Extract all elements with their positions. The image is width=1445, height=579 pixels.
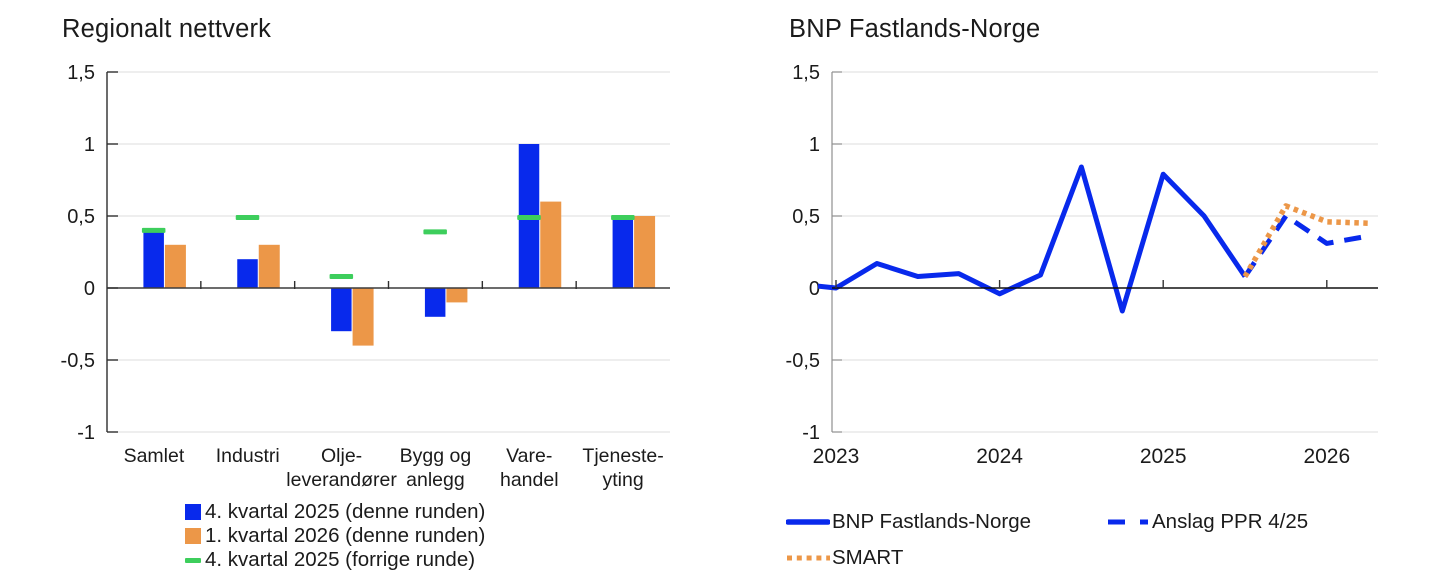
previous-round-marker (141, 227, 166, 233)
y-tick-label: 1 (809, 134, 820, 156)
orange-square-swatch (185, 528, 201, 544)
x-year-label: 2023 (813, 445, 860, 468)
legend-label: Anslag PPR 4/25 (1152, 510, 1309, 533)
previous-round-marker (611, 214, 635, 220)
bar-q4-2025-current-round (237, 259, 258, 288)
legend-item-bnp-fastlands-norge: BNP Fastlands-Norge (786, 508, 1031, 536)
x-category-label: anlegg (406, 469, 465, 491)
x-category-label: Samlet (124, 445, 185, 467)
legend-item-anslag-ppr: Anslag PPR 4/25 (1106, 508, 1308, 536)
x-category-label: Vare- (506, 445, 552, 467)
legend-label: 4. kvartal 2025 (forrige runde) (205, 548, 476, 571)
bar-q1-2026-current-round (634, 216, 656, 288)
left-chart-title: Regionalt nettverk (62, 15, 272, 43)
x-category-label: Industri (216, 445, 280, 467)
x-category-label: handel (500, 469, 559, 491)
legend-label: 1. kvartal 2026 (denne runden) (205, 524, 486, 547)
y-tick-label: 0,5 (67, 206, 95, 228)
x-year-label: 2024 (976, 445, 1023, 468)
bar-q4-2025-current-round (143, 231, 164, 288)
previous-round-marker (329, 273, 354, 279)
bar-q1-2026-current-round (352, 288, 374, 346)
dotted-line-swatch (787, 555, 830, 561)
y-tick-label: 1,5 (792, 62, 820, 84)
legend-label: SMART (832, 546, 904, 569)
y-tick-label: 0 (809, 278, 820, 300)
y-tick-label: -0,5 (61, 350, 95, 372)
previous-round-marker (517, 214, 541, 220)
line-series-solid (818, 164, 1248, 314)
bar-q1-2026-current-round (540, 201, 562, 288)
legend-item-q1-2026-this-round: 1. kvartal 2026 (denne runden) (185, 524, 485, 548)
x-category-label: yting (602, 469, 643, 491)
legend-item-q4-2025-this-round: 4. kvartal 2025 (denne runden) (185, 500, 485, 524)
bar-q1-2026-current-round (446, 288, 468, 303)
legend-item-smart: SMART (786, 544, 903, 572)
solid-line-swatch (786, 519, 830, 525)
bar-q4-2025-current-round (612, 216, 634, 288)
bar-q4-2025-current-round (331, 288, 352, 332)
right-chart-title: BNP Fastlands-Norge (789, 15, 1041, 43)
bar-q1-2026-current-round (164, 244, 186, 288)
line-series-dotted (1242, 203, 1368, 278)
legend-item-q4-2025-previous-round: 4. kvartal 2025 (forrige runde) (185, 548, 485, 572)
y-tick-label: 1,5 (67, 62, 95, 84)
green-dash-swatch (185, 557, 201, 563)
previous-round-marker (423, 229, 447, 235)
x-category-label: Bygg og (400, 445, 472, 467)
x-category-label: Olje- (321, 445, 362, 467)
bar-q1-2026-current-round (258, 244, 280, 288)
x-category-label: Tjeneste- (582, 445, 663, 467)
y-tick-label: 0,5 (792, 206, 820, 228)
y-tick-label: 1 (84, 134, 95, 156)
blue-square-swatch (185, 504, 201, 520)
bar-q4-2025-current-round (424, 288, 446, 317)
legend-label: 4. kvartal 2025 (denne runden) (205, 500, 486, 523)
previous-round-marker (235, 214, 260, 220)
y-tick-label: -1 (802, 422, 820, 444)
left-chart-legend: 4. kvartal 2025 (denne runden) 1. kvarta… (185, 500, 485, 572)
x-year-label: 2026 (1303, 445, 1350, 468)
y-tick-label: -1 (77, 422, 95, 444)
dashed-line-swatch (1108, 519, 1150, 525)
x-category-label: leverandører (286, 469, 397, 491)
y-tick-label: -0,5 (786, 350, 820, 372)
legend-label: BNP Fastlands-Norge (832, 510, 1032, 533)
x-year-label: 2025 (1140, 445, 1187, 468)
y-tick-label: 0 (84, 278, 95, 300)
